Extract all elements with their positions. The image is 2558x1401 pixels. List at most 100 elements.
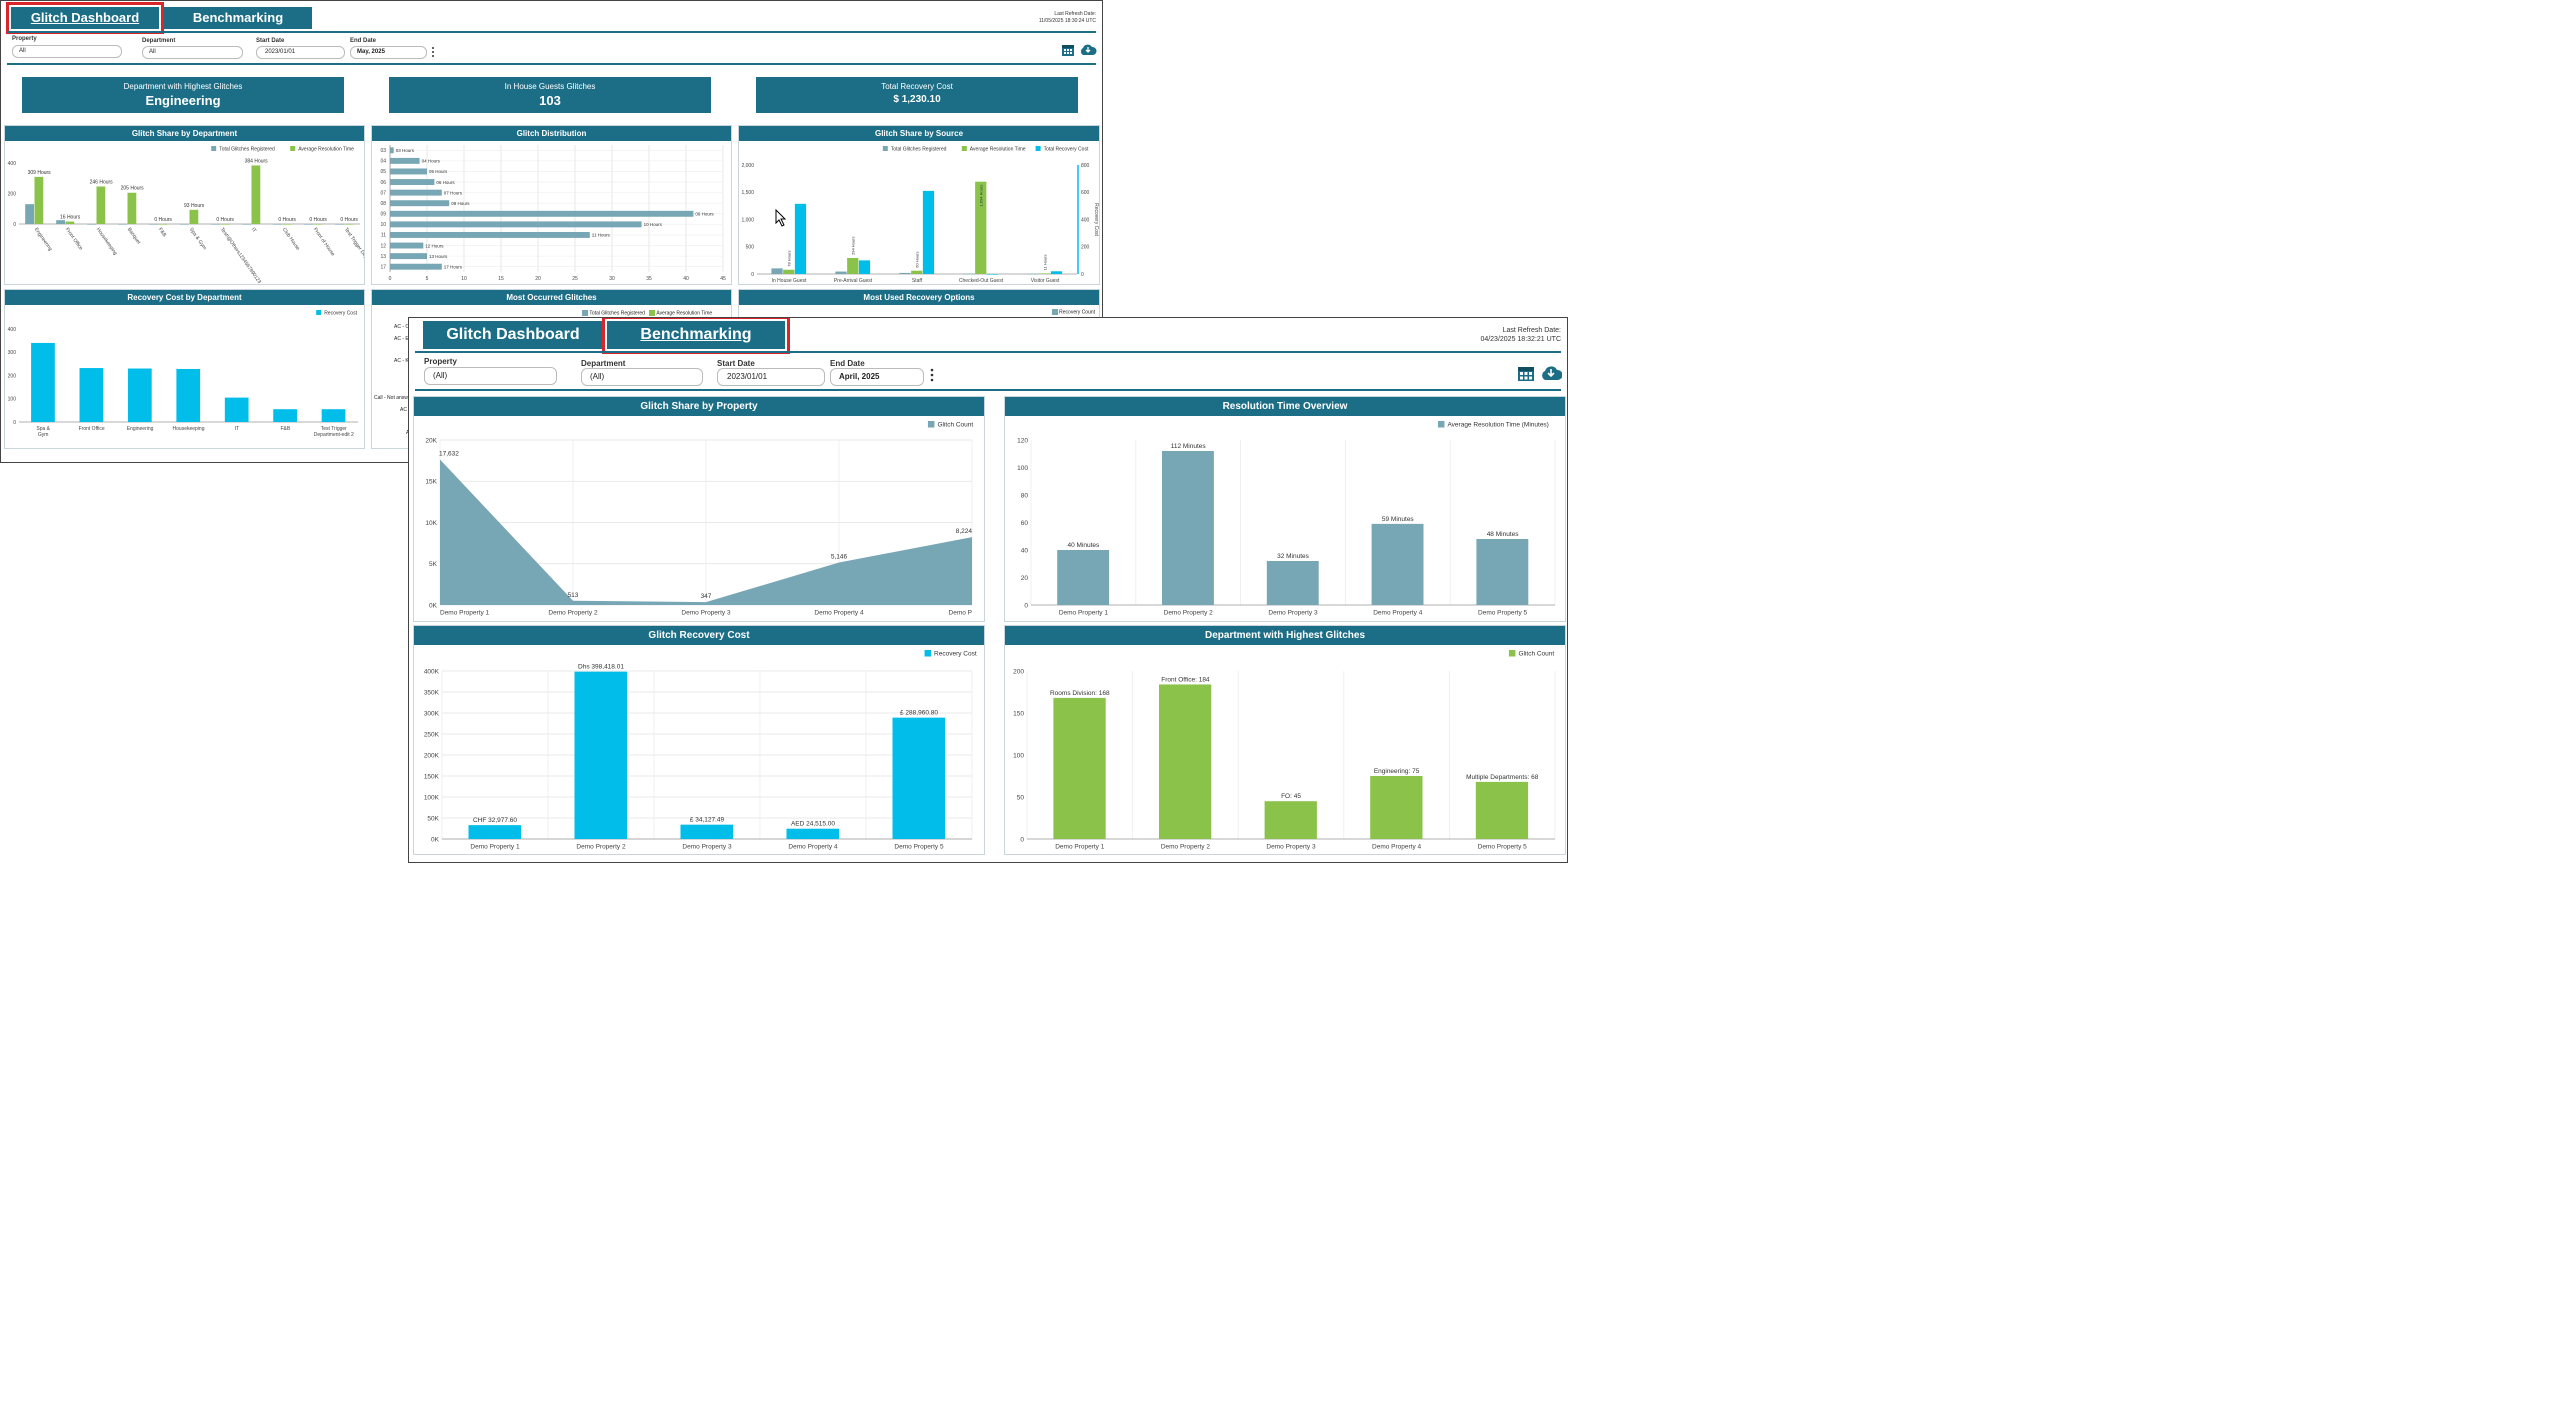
bar [149, 224, 158, 225]
legend-swatch [1437, 421, 1445, 428]
tab-benchmarking[interactable]: Benchmarking [164, 7, 312, 29]
panel-title: Recovery Cost by Department [5, 290, 364, 305]
bar [251, 165, 261, 224]
y-tick-label: 5K [429, 561, 438, 568]
department-label: Department [581, 359, 626, 368]
y-tick-label: 05 [380, 169, 386, 175]
calendar-icon[interactable] [1517, 364, 1535, 382]
x-tick-label: 5 [426, 276, 429, 282]
property-select[interactable]: All [12, 45, 122, 58]
legend: Recovery Count [1051, 309, 1095, 316]
chart-area: Average Resolution Time (Minutes) 0 20 40 60… [1005, 416, 1565, 621]
start-date-input[interactable]: 2023/01/01 [717, 368, 825, 386]
bar [282, 224, 292, 225]
panel-glitch-distribution: Glitch Distribution 0 5 10 15 20 25 30 35 40 45 03… [371, 125, 732, 285]
data-label: 0 Hours [154, 217, 172, 223]
y-tick-label: 150 [1013, 710, 1024, 717]
x-tick-label: 0 [389, 276, 392, 282]
legend-swatch [290, 146, 296, 151]
kpi-total-recovery-cost-label: Total Recovery Cost [881, 82, 953, 91]
x-tick-label: Demo Property 1 [1055, 844, 1105, 851]
bar [390, 189, 442, 196]
y-tick-label: 04 [380, 159, 386, 165]
x-tick-label: Spa & Gym [188, 227, 208, 251]
calendar-icon[interactable] [1061, 43, 1075, 57]
start-date-input[interactable]: 2023/01/01 [256, 46, 345, 59]
department-select[interactable]: (All) [581, 368, 703, 386]
y2-tick-label: 600 [1081, 190, 1090, 196]
y-tick-label: 07 [380, 190, 386, 196]
bar [273, 409, 297, 422]
x-tick-label: Visitor Guest [1031, 278, 1060, 284]
bar [118, 224, 127, 225]
y-tick-label: 500 [746, 245, 755, 251]
chart-area: Glitch Count 0K 5K 10K 15K 20K 17,632 Demo Prop… [414, 416, 984, 621]
y-tick-label: 150K [424, 773, 440, 780]
y-tick-label: 06 [380, 180, 386, 186]
data-label: 8,224 [956, 528, 973, 535]
data-label: 78 Hours [786, 251, 791, 267]
x-tick-label: Demo Property 4 [788, 844, 838, 851]
y-label: AC - Co [394, 324, 412, 330]
y-tick-label: 80 [1021, 492, 1029, 499]
cloud-download-icon[interactable] [1540, 364, 1563, 382]
bar [858, 260, 871, 274]
more-vert-icon[interactable] [929, 368, 935, 382]
property-select[interactable]: (All) [424, 367, 557, 385]
end-date-input[interactable]: April, 2025 [830, 368, 924, 386]
tab-benchmarking[interactable]: Benchmarking [602, 318, 790, 354]
data-label: 205 Hours [121, 186, 145, 192]
x-tick-label: Demo Property 4 [814, 610, 864, 617]
bar [986, 274, 999, 275]
legend-swatch [1508, 650, 1516, 657]
y-tick-label: 200 [8, 191, 17, 197]
legend-label: Average Resolution Time [298, 146, 354, 152]
bar [390, 221, 642, 228]
panel-recovery-cost: Glitch Recovery Cost Recovery Cost 0K 50K 1… [413, 625, 985, 855]
bar [786, 828, 839, 839]
bar [158, 224, 168, 225]
bar [835, 271, 847, 274]
tab-glitch-dashboard[interactable]: Glitch Dashboard [6, 2, 164, 34]
bar [783, 269, 795, 274]
kpi-total-recovery-cost: Total Recovery Cost $ 1,230.10 [756, 77, 1078, 113]
x-tick-label: 10 [461, 276, 467, 282]
data-label: Front Office: 184 [1161, 676, 1210, 683]
x-tick-label: 30 [609, 276, 615, 282]
kpi-in-house-glitches-label: In House Guests Glitches [504, 82, 596, 91]
x-tick-label: Spa & [36, 426, 50, 432]
data-label: 17,632 [439, 451, 459, 458]
data-label: 13 Hours [429, 254, 448, 259]
end-date-input[interactable]: May, 2025 [350, 46, 427, 59]
tab-glitch-dashboard[interactable]: Glitch Dashboard [423, 321, 603, 349]
x-tick-label: Demo Property 5 [1478, 610, 1528, 617]
data-label: CHF 32,977.60 [473, 817, 517, 824]
data-label: 309 Hours [28, 170, 52, 176]
bar [390, 168, 427, 175]
y2-tick-label: 400 [1081, 217, 1090, 223]
data-label: Engineering: 75 [1374, 768, 1420, 775]
y-tick-label: 12 [380, 243, 386, 249]
panel-share-by-source: Glitch Share by Source Total Recovery Co… [738, 125, 1100, 285]
cloud-download-icon[interactable] [1079, 43, 1097, 57]
x-tick-label: Demo Property 4 [1373, 610, 1423, 617]
y-tick-label: 100 [8, 397, 17, 403]
more-vert-icon[interactable] [431, 45, 435, 57]
x-tick-label: IT [250, 227, 257, 234]
legend-label: Recovery Count [1059, 309, 1095, 316]
last-refresh: Last Refresh Date: 04/23/2025 18:32:21 U… [1480, 326, 1561, 344]
data-label: 06 Hours [436, 180, 455, 185]
y2-tick-label: 200 [1081, 245, 1090, 251]
department-select[interactable]: All [142, 46, 243, 59]
x-tick-label: Demo Property 5 [894, 844, 944, 851]
bar [242, 224, 251, 225]
y-tick-label: 0 [1024, 602, 1028, 609]
data-label: 0 Hours [340, 217, 358, 223]
data-label: Rooms Division: 168 [1050, 690, 1110, 697]
last-refresh-label: Last Refresh Date: [1502, 327, 1561, 334]
bar [31, 342, 55, 422]
bar [390, 242, 424, 249]
x-tick-label: Demo Property 2 [1164, 610, 1214, 617]
y-tick-label: 60 [1021, 520, 1029, 527]
